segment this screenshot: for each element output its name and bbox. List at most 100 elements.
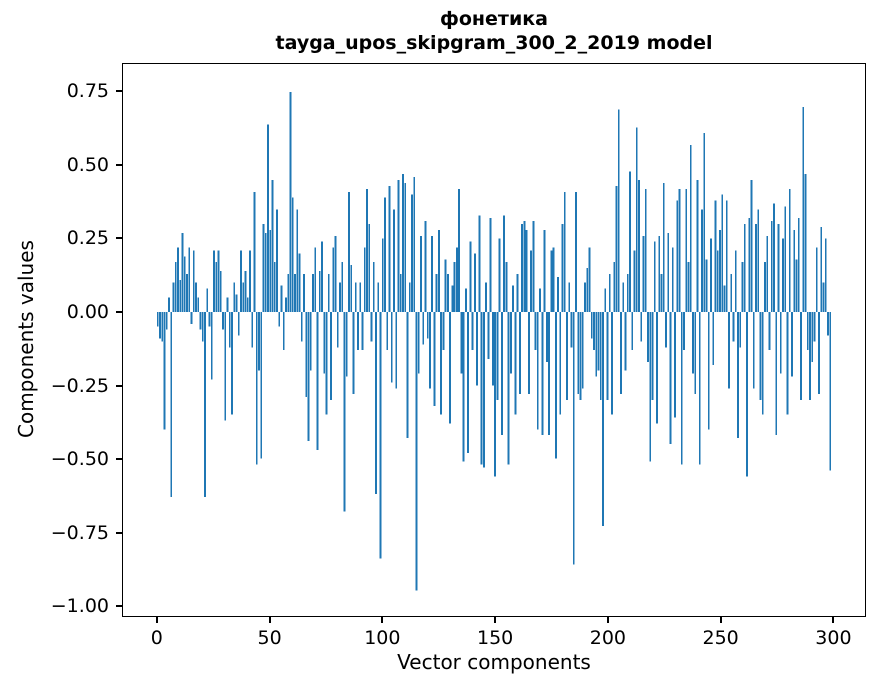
bar xyxy=(698,312,701,465)
bar xyxy=(192,250,195,313)
bar xyxy=(287,273,290,313)
bar xyxy=(305,312,308,398)
bar xyxy=(685,188,688,313)
bar xyxy=(815,247,818,313)
bar xyxy=(793,229,796,313)
bar xyxy=(249,250,251,313)
bar xyxy=(235,294,238,313)
bar xyxy=(741,262,744,313)
bar xyxy=(487,312,490,359)
bar xyxy=(716,250,719,313)
bar xyxy=(820,227,823,313)
bar xyxy=(613,262,616,313)
bar xyxy=(651,312,654,401)
bar xyxy=(500,312,503,436)
bar xyxy=(303,273,305,313)
bar xyxy=(593,312,595,351)
bar xyxy=(671,247,674,313)
bar xyxy=(822,282,825,313)
bar xyxy=(829,312,832,471)
bar xyxy=(485,282,488,313)
bar xyxy=(327,273,330,313)
bar xyxy=(296,209,299,313)
y-tick-label: −1.00 xyxy=(50,595,109,618)
bar xyxy=(402,174,404,313)
bar xyxy=(213,250,215,313)
bar xyxy=(208,312,211,327)
bar xyxy=(458,188,461,313)
bar xyxy=(386,312,389,351)
bar xyxy=(253,191,256,313)
bar xyxy=(341,262,344,313)
bar xyxy=(422,312,425,345)
bars-svg xyxy=(156,92,832,591)
bar xyxy=(813,312,816,342)
bar xyxy=(705,259,708,313)
bar xyxy=(642,235,645,313)
bar xyxy=(260,312,263,459)
bar xyxy=(566,312,568,401)
x-tick-label: 150 xyxy=(476,627,514,649)
bar xyxy=(586,268,589,313)
bar xyxy=(512,285,515,313)
bar xyxy=(730,273,733,313)
bar xyxy=(188,247,191,313)
bar xyxy=(552,247,555,313)
bar xyxy=(226,297,229,313)
bar xyxy=(761,312,764,415)
chart-title: фонетика xyxy=(440,8,548,30)
bar xyxy=(377,282,380,313)
bar xyxy=(163,312,166,430)
bar xyxy=(536,312,539,430)
bar xyxy=(644,188,647,313)
bar xyxy=(179,279,182,313)
bar xyxy=(195,282,197,313)
y-axis-label: Components values xyxy=(14,240,38,438)
bar xyxy=(433,312,436,406)
bar xyxy=(170,312,173,497)
bar xyxy=(503,215,506,313)
bar xyxy=(784,206,787,313)
bar xyxy=(291,197,294,313)
bar xyxy=(523,221,526,313)
bar xyxy=(757,209,760,313)
bar xyxy=(640,312,643,342)
bar xyxy=(262,224,265,313)
bar xyxy=(321,241,323,313)
bar xyxy=(395,312,398,389)
x-tick-mark xyxy=(155,617,158,623)
y-tick-label: −0.50 xyxy=(50,448,109,471)
bar xyxy=(426,312,429,339)
bar xyxy=(267,124,269,313)
bar xyxy=(599,312,602,401)
bar xyxy=(626,273,629,313)
bar xyxy=(181,232,184,313)
bar xyxy=(370,312,373,342)
bar xyxy=(210,312,213,380)
bar xyxy=(269,229,272,313)
bar xyxy=(584,282,586,313)
bar xyxy=(325,312,328,415)
bar xyxy=(415,312,418,591)
bar xyxy=(204,312,206,497)
bar xyxy=(773,203,775,313)
bar xyxy=(363,247,366,313)
bar xyxy=(222,312,224,330)
bar xyxy=(509,312,512,374)
bar xyxy=(669,312,672,445)
bar xyxy=(723,285,726,313)
bar xyxy=(264,232,267,313)
bar xyxy=(480,312,483,465)
bar xyxy=(278,312,281,327)
bar xyxy=(345,312,348,377)
bar xyxy=(620,312,622,395)
bar xyxy=(782,238,784,313)
bar xyxy=(622,282,625,313)
bar xyxy=(473,253,476,313)
bar xyxy=(404,183,407,313)
bar xyxy=(800,312,802,401)
bar xyxy=(372,262,375,313)
bar xyxy=(431,235,434,313)
bar xyxy=(530,250,533,313)
bar xyxy=(775,312,778,436)
